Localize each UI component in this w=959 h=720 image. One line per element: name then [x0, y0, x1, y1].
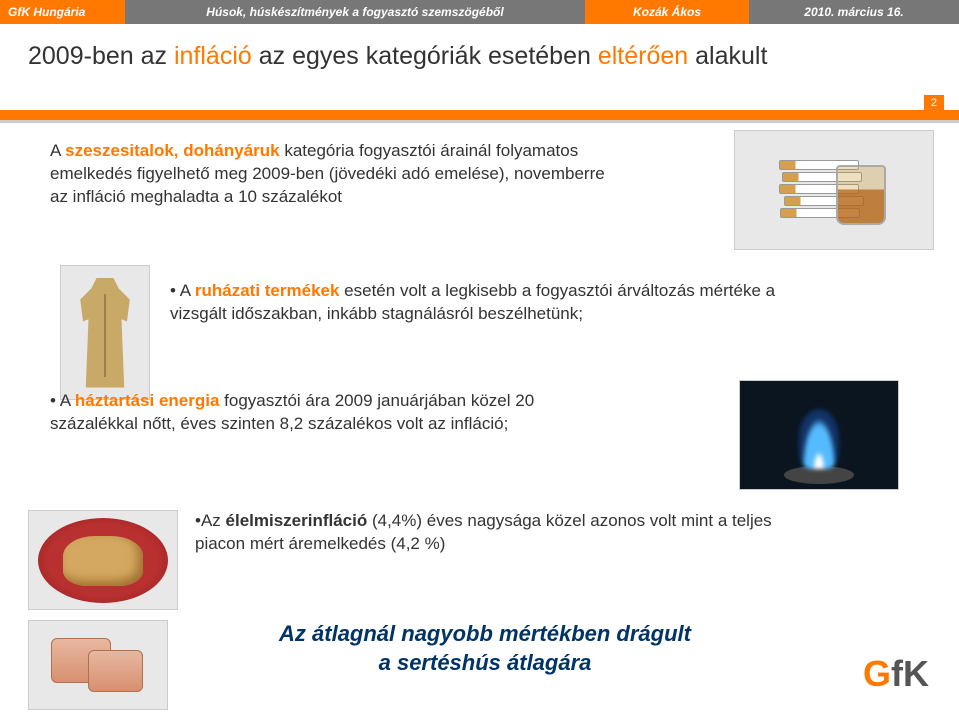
header-org: GfK Hungária	[0, 0, 125, 24]
header-topic: Húsok, húskészítmények a fogyasztó szems…	[125, 0, 585, 24]
bullet-energy: • A háztartási energia fogyasztói ára 20…	[50, 390, 610, 436]
bullet-clothing: • A ruházati termékek esetén volt a legk…	[170, 280, 790, 326]
accent-bar	[0, 110, 959, 120]
gfk-logo: GfK	[863, 653, 929, 695]
slide-content: A szeszesitalok, dohányáruk kategória fo…	[0, 130, 959, 720]
conclusion-text: Az átlagnál nagyobb mértékben drágult a …	[210, 620, 760, 677]
slide-header: GfK Hungária Húsok, húskészítmények a fo…	[0, 0, 959, 24]
divider-bar	[0, 120, 959, 123]
image-alcohol-tobacco	[734, 130, 934, 250]
bullet-alcohol-tobacco: A szeszesitalok, dohányáruk kategória fo…	[50, 140, 620, 209]
bullet-food: •Az élelmiszerinfláció (4,4%) éves nagys…	[195, 510, 825, 556]
header-date: 2010. március 16.	[749, 0, 959, 24]
image-energy	[739, 380, 899, 490]
image-bread	[28, 510, 178, 610]
header-author: Kozák Ákos	[585, 0, 749, 24]
image-clothing	[60, 265, 150, 400]
slide-number: 2	[924, 95, 944, 111]
image-meat	[28, 620, 168, 710]
slide-title: 2009-ben az infláció az egyes kategóriák…	[28, 42, 767, 71]
